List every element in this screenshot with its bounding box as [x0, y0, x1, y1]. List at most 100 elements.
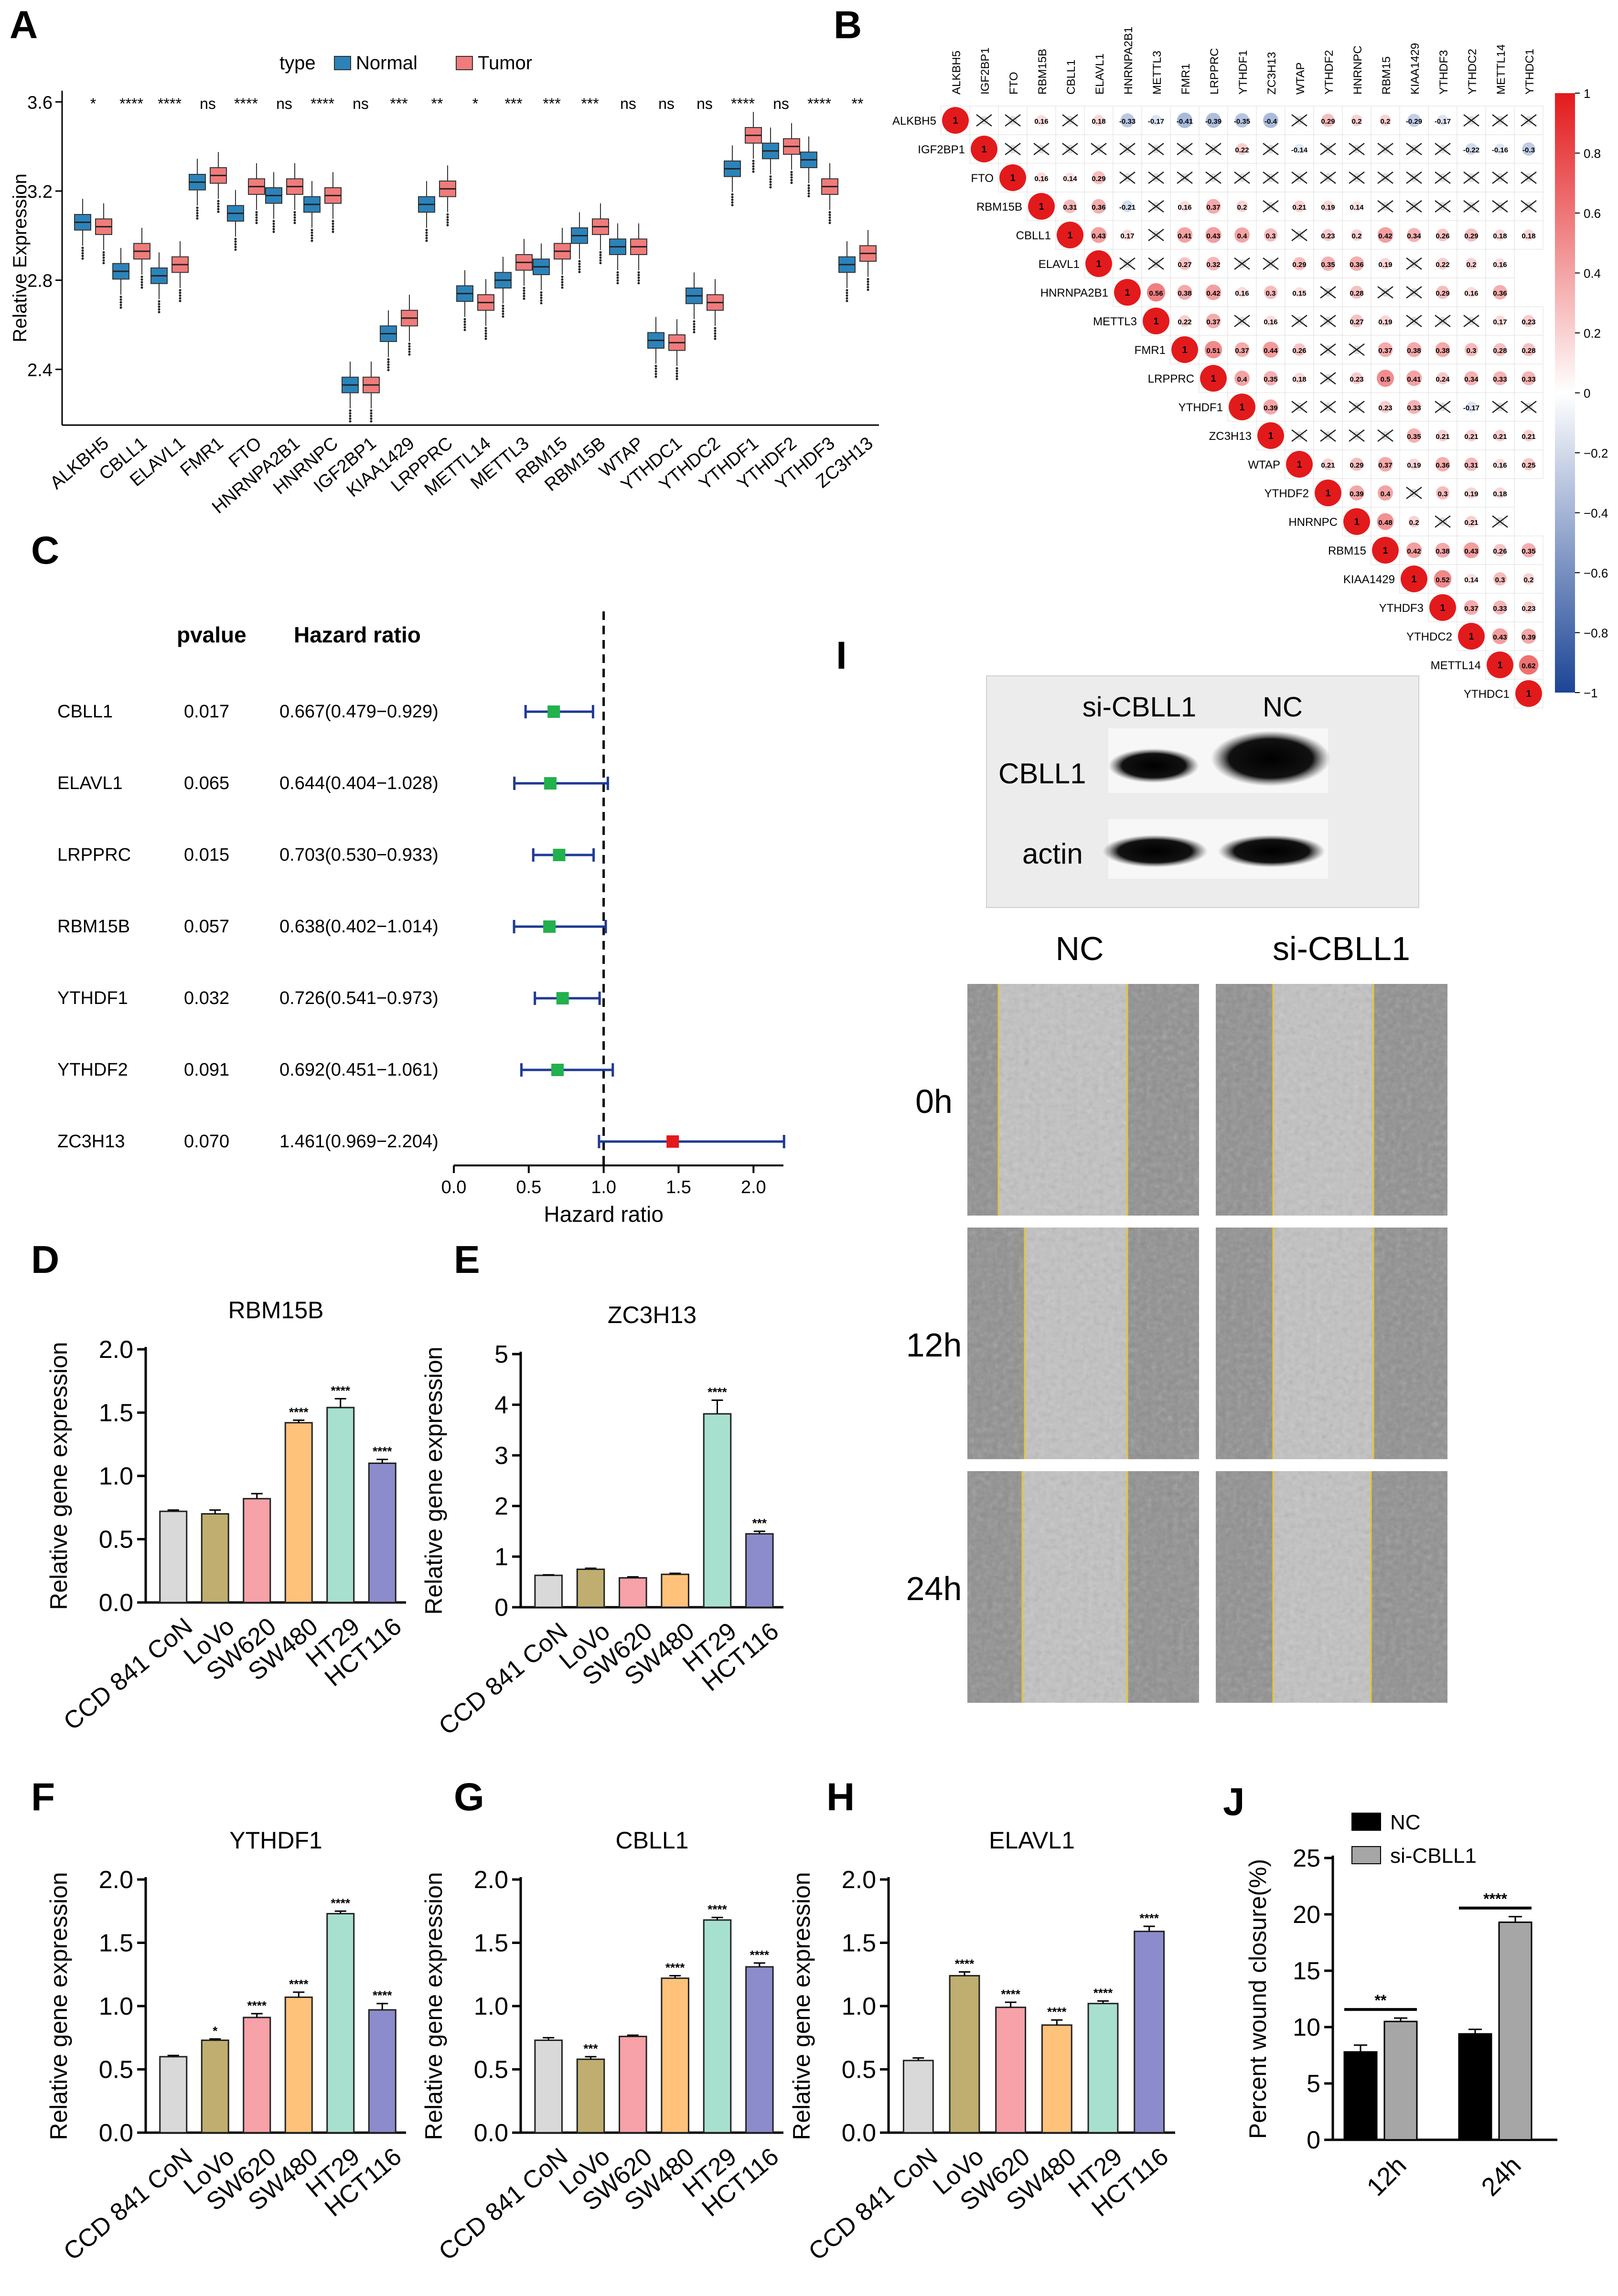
heatmap-value: 0.44	[1264, 347, 1278, 355]
panel-letter-d: D	[31, 1238, 59, 1281]
bar	[619, 1577, 647, 1608]
nonsignificant-cross	[1291, 429, 1307, 442]
x-axis-label: Hazard ratio	[544, 1202, 664, 1227]
outlier-point	[561, 278, 564, 281]
nonsignificant-cross	[1463, 200, 1479, 213]
outlier-point	[675, 367, 678, 370]
panel-i-blot-and-wound: si-CBLL1 NC CBLL1 actin NC si-CBLL1 0h 12h 24h	[906, 675, 1447, 1703]
legend-label: si-CBLL1	[1390, 1844, 1477, 1868]
panel-a-boxplot: 2.4 2.8 3.2 3.6 Relative Expression type Norma…	[10, 53, 879, 518]
nonsignificant-cross	[1349, 143, 1365, 155]
heatmap-value: 0.37	[1206, 318, 1220, 326]
nonsignificant-cross	[1349, 401, 1365, 413]
heatmap-value: -0.35	[1234, 117, 1250, 126]
outlier-point	[349, 409, 352, 412]
heatmap-circle	[1522, 343, 1535, 356]
heatmap-value: 1	[1497, 660, 1502, 671]
heatmap-value: 0.4	[1381, 490, 1391, 498]
heatmap-value: 0.42	[1407, 547, 1421, 555]
outlier-point	[234, 240, 237, 243]
heatmap-circle	[1263, 342, 1279, 358]
heatmap-cell	[1514, 220, 1543, 250]
bar	[201, 1513, 229, 1603]
nonsignificant-cross	[1492, 200, 1508, 213]
heatmap-row-label: FTO	[971, 172, 994, 185]
significance-label: ns	[773, 95, 789, 112]
heatmap-circle	[1350, 372, 1363, 384]
bar	[243, 1498, 271, 1603]
heatmap-value: 0.22	[1235, 146, 1249, 154]
wound-row-label: 24h	[906, 1570, 962, 1607]
nonsignificant-cross	[1377, 200, 1393, 213]
outlier-point	[370, 415, 373, 417]
y-tick-label: 0	[494, 1594, 508, 1622]
outlier-point	[272, 223, 275, 225]
outlier-point	[846, 297, 848, 299]
heatmap-circle	[1200, 365, 1227, 392]
y-tick-label: 5	[494, 1341, 508, 1368]
heatmap-value: 0.18	[1292, 375, 1306, 384]
hazard-ratio-label: 0.692(0.451−1.061)	[279, 1060, 439, 1080]
outlier-point	[790, 176, 793, 179]
blot-band	[1103, 835, 1208, 867]
wound-col-label: NC	[1055, 930, 1104, 967]
blot-row-label: CBLL1	[998, 758, 1086, 790]
heatmap-circle	[942, 107, 969, 134]
outlier-point	[102, 256, 105, 259]
heatmap-value: 0.22	[1178, 318, 1191, 326]
outlier-point	[293, 211, 296, 214]
heatmap-col-label: LRPPRC	[1208, 48, 1221, 95]
significance-label: ***	[504, 95, 522, 112]
heatmap-circle	[1465, 515, 1478, 528]
outlier-point	[752, 160, 755, 162]
heatmap-circle	[1437, 115, 1448, 126]
heatmap-circle	[1494, 315, 1506, 327]
heatmap-value: 0.16	[1178, 203, 1191, 212]
outlier-point	[179, 289, 182, 292]
outlier-point	[196, 214, 199, 217]
heatmap-circle	[1436, 228, 1449, 242]
outlier-point	[731, 201, 734, 204]
heatmap-circle	[1523, 229, 1534, 241]
heatmap-circle	[1515, 680, 1542, 707]
y-tick-label: 2.0	[99, 1336, 133, 1364]
outlier-point	[446, 213, 449, 216]
outlier-point	[693, 331, 696, 333]
heatmap-circle	[1205, 227, 1222, 243]
outlier-point	[616, 274, 619, 277]
panel-letter-b: B	[834, 3, 862, 47]
outlier-point	[370, 409, 373, 412]
heatmap-col-label: HNRNPA2B1	[1122, 27, 1135, 95]
y-tick-label: 25	[1293, 1845, 1320, 1872]
panel-d-bar-chart: RBM15B 0.0 0.5 1.0 1.5 2.0 Relative gene expre…	[45, 1297, 407, 1736]
nonsignificant-cross	[1349, 343, 1365, 356]
heatmap-value: 0.33	[1522, 375, 1535, 384]
heatmap-circle	[1466, 401, 1477, 413]
outlier-point	[867, 278, 869, 280]
outlier-point	[846, 299, 848, 302]
y-axis-label: Relative gene expression	[45, 1342, 72, 1610]
wound-row-label: 12h	[906, 1326, 962, 1364]
outlier-point	[846, 291, 848, 294]
heatmap-circle	[1378, 485, 1393, 501]
nonsignificant-cross	[1349, 429, 1365, 442]
nonsignificant-cross	[1521, 114, 1537, 127]
heatmap-circle	[1036, 115, 1047, 126]
y-tick-label: 2.0	[99, 1866, 133, 1894]
heatmap-value: 1	[1096, 259, 1101, 269]
heatmap-value: 0.26	[1292, 347, 1306, 355]
heatmap-value: 1	[1239, 402, 1244, 413]
heatmap-circle	[1519, 655, 1539, 675]
heatmap-value: 0.41	[1178, 232, 1191, 240]
outlier-point	[540, 297, 543, 299]
heatmap-value: 0.29	[1464, 232, 1478, 240]
y-tick-label: 0.5	[842, 2056, 876, 2084]
significance-label: ****	[331, 1896, 351, 1910]
significance-label: **	[852, 95, 864, 112]
y-tick-label: 0.0	[474, 2119, 508, 2147]
significance-label: ****	[807, 95, 831, 112]
x-tick-label: 24h	[1476, 2151, 1526, 2201]
colorbar	[1555, 93, 1575, 693]
gene-label: RBM15B	[57, 917, 130, 937]
nonsignificant-cross	[1320, 315, 1336, 327]
